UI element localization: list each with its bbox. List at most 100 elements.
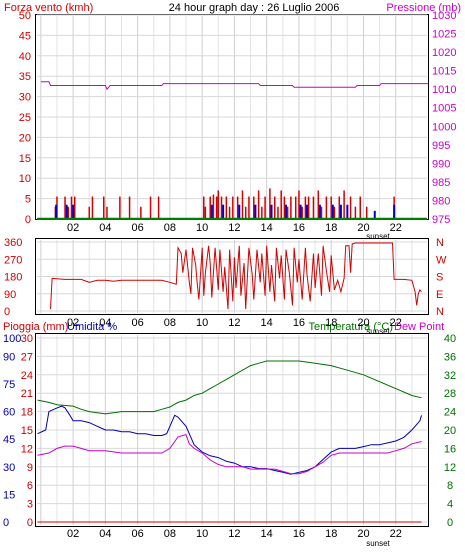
pressure-y-tick-label: 995 [432, 140, 450, 152]
wind-y-tick-label: 25 [19, 112, 31, 124]
wind-y-tick-label: 30 [19, 92, 31, 104]
x-tick-label: 06 [132, 317, 144, 329]
x-tick-label: 02 [67, 317, 79, 329]
x-tick-label: 08 [164, 317, 176, 329]
temperature-axis-label: Temperatura (°C) [309, 321, 393, 333]
temperature-y-tick-label: 24 [444, 407, 456, 419]
x-tick-label: 08 [164, 222, 176, 234]
x-tick-label: 10 [196, 317, 208, 329]
sunset-label: sunset [366, 539, 390, 548]
direction-y-tick-label: 360 [4, 237, 22, 249]
dewpoint-line [37, 433, 422, 475]
pressure-y-tick-label: 990 [432, 158, 450, 170]
wind-y-tick-label: 40 [19, 51, 31, 63]
pressure-axis-label: Pressione (mb) [386, 2, 461, 14]
temperature-y-tick-label: 36 [444, 351, 456, 363]
rain-y-tick-label: 3 [27, 499, 33, 511]
wind-y-tick-label: 0 [25, 214, 31, 226]
sunset-label: sunset [366, 327, 390, 336]
temperature-y-tick-label: 32 [444, 370, 456, 382]
compass-label: E [436, 289, 443, 301]
x-tick-label: 08 [164, 528, 176, 540]
pressure-y-tick-label: 1015 [432, 66, 456, 78]
x-tick-label: 10 [196, 222, 208, 234]
ticks-layer: 0510152025303540455097598098599099510001… [3, 10, 456, 548]
x-tick-label: 22 [390, 528, 402, 540]
rain-y-tick-label: 27 [21, 351, 33, 363]
pressure-y-tick-label: 1005 [432, 103, 456, 115]
rain-y-tick-label: 15 [21, 425, 33, 437]
rain-y-tick-label: 21 [21, 388, 33, 400]
temperature-y-tick-label: 8 [447, 480, 453, 492]
humidity-line [37, 405, 422, 475]
humidity-y-tick-label: 15 [3, 489, 15, 501]
marks-layer [37, 81, 428, 523]
x-tick-label: 20 [357, 528, 369, 540]
temperature-line [37, 360, 422, 415]
pressure-y-tick-label: 1020 [432, 47, 456, 59]
humidity-y-tick-label: 60 [3, 407, 15, 419]
x-tick-label: 14 [261, 222, 273, 234]
pressure-y-tick-label: 985 [432, 177, 450, 189]
x-tick-label: 10 [196, 528, 208, 540]
x-tick-label: 04 [99, 222, 111, 234]
rain-y-tick-label: 12 [21, 443, 33, 455]
compass-label: N [436, 306, 444, 318]
x-tick-label: 16 [293, 222, 305, 234]
humidity-y-tick-label: 90 [3, 351, 15, 363]
sunset-label: sunset [366, 232, 390, 241]
pressure-y-tick-label: 975 [432, 214, 450, 226]
wind-y-tick-label: 45 [19, 30, 31, 42]
temperature-y-tick-label: 40 [444, 333, 456, 345]
humidity-y-tick-label: 45 [3, 434, 15, 446]
x-tick-label: 16 [293, 317, 305, 329]
humidity-axis-label: Umidita % [67, 321, 117, 333]
x-tick-label: 16 [293, 528, 305, 540]
direction-y-tick-label: 270 [4, 254, 22, 266]
dewpoint-axis-label: Dew Point [394, 321, 444, 333]
humidity-y-tick-label: 100 [3, 333, 21, 345]
wind-y-tick-label: 50 [19, 10, 31, 22]
humidity-y-tick-label: 30 [3, 462, 15, 474]
x-tick-label: 12 [228, 317, 240, 329]
rain-y-tick-label: 9 [27, 462, 33, 474]
rain-y-tick-label: 24 [21, 370, 33, 382]
wind-direction-line [50, 242, 422, 310]
temperature-y-tick-label: 20 [444, 425, 456, 437]
humidity-y-tick-label: 75 [3, 379, 15, 391]
pressure-y-tick-label: 980 [432, 195, 450, 207]
x-tick-label: 04 [99, 317, 111, 329]
x-tick-label: 12 [228, 528, 240, 540]
pressure-y-tick-label: 1025 [432, 29, 456, 41]
x-tick-label: 14 [261, 317, 273, 329]
wind-y-tick-label: 20 [19, 132, 31, 144]
x-tick-label: 20 [357, 317, 369, 329]
rain-y-tick-label: 18 [21, 407, 33, 419]
x-tick-label: 12 [228, 222, 240, 234]
temperature-y-tick-label: 28 [444, 388, 456, 400]
wind-y-tick-label: 15 [19, 153, 31, 165]
compass-label: W [436, 254, 447, 266]
direction-y-tick-label: 0 [4, 306, 10, 318]
temperature-y-tick-label: 4 [447, 499, 453, 511]
rain-y-tick-label: 0 [27, 517, 33, 529]
temperature-y-tick-label: 0 [447, 517, 453, 529]
humidity-y-tick-label: 0 [3, 517, 9, 529]
x-tick-label: 22 [390, 222, 402, 234]
compass-label: N [436, 237, 444, 249]
x-tick-label: 18 [325, 528, 337, 540]
x-tick-label: 14 [261, 528, 273, 540]
x-tick-label: 22 [390, 317, 402, 329]
wind-y-tick-label: 5 [25, 194, 31, 206]
pressure-y-tick-label: 1010 [432, 84, 456, 96]
wind-y-tick-label: 10 [19, 173, 31, 185]
pressure-y-tick-label: 1030 [432, 10, 456, 22]
rain-y-tick-label: 30 [21, 333, 33, 345]
x-tick-label: 20 [357, 222, 369, 234]
x-tick-label: 02 [67, 528, 79, 540]
wind-axis-label: Forza vento (kmh) [4, 2, 93, 14]
x-tick-label: 06 [132, 528, 144, 540]
chart-title: 24 hour graph day : 26 Luglio 2006 [169, 2, 340, 14]
